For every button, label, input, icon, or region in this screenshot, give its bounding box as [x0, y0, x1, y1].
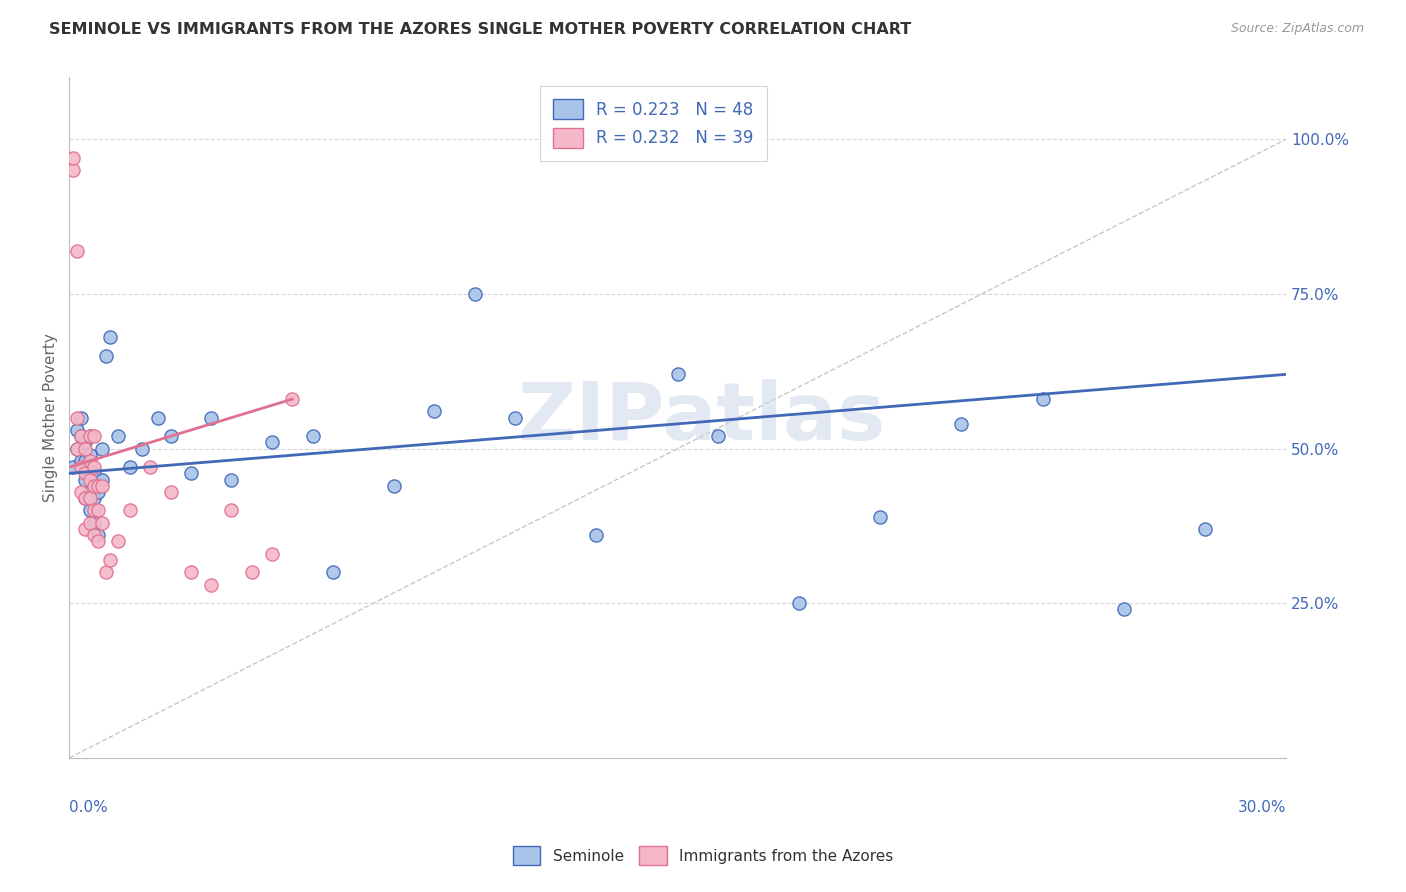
Point — [70, 484, 93, 499]
Point — [79, 429, 101, 443]
Point — [70, 454, 93, 468]
Text: SEMINOLE VS IMMIGRANTS FROM THE AZORES SINGLE MOTHER POVERTY CORRELATION CHART: SEMINOLE VS IMMIGRANTS FROM THE AZORES S… — [49, 22, 911, 37]
Point — [86, 503, 108, 517]
Point — [79, 516, 101, 530]
Point — [83, 516, 105, 530]
Point — [70, 429, 93, 443]
Point — [505, 410, 527, 425]
Point — [200, 577, 222, 591]
Point — [70, 410, 93, 425]
Point — [159, 429, 181, 443]
Point — [75, 467, 97, 481]
Point — [787, 596, 810, 610]
Point — [90, 479, 112, 493]
Point — [79, 454, 101, 468]
Point — [200, 410, 222, 425]
Point — [131, 442, 153, 456]
Point — [139, 460, 162, 475]
Point — [79, 473, 101, 487]
Text: ZIPatlas: ZIPatlas — [517, 379, 886, 457]
Legend: R = 0.223   N = 48, R = 0.232   N = 39: R = 0.223 N = 48, R = 0.232 N = 39 — [540, 86, 766, 161]
Point — [260, 547, 283, 561]
Point — [1112, 602, 1135, 616]
Point — [66, 442, 89, 456]
Point — [62, 151, 84, 165]
Point — [159, 484, 181, 499]
Point — [86, 534, 108, 549]
Point — [66, 244, 89, 258]
Point — [585, 528, 607, 542]
Point — [75, 442, 97, 456]
Point — [120, 503, 142, 517]
Text: Source: ZipAtlas.com: Source: ZipAtlas.com — [1230, 22, 1364, 36]
Point — [75, 435, 97, 450]
Text: 0.0%: 0.0% — [69, 799, 108, 814]
Point — [86, 484, 108, 499]
Point — [83, 479, 105, 493]
Point — [83, 429, 105, 443]
Point — [62, 163, 84, 178]
Point — [180, 566, 202, 580]
Point — [98, 553, 121, 567]
Point — [98, 330, 121, 344]
Point — [75, 522, 97, 536]
Point — [950, 417, 973, 431]
Point — [666, 368, 689, 382]
Point — [66, 410, 89, 425]
Point — [869, 509, 891, 524]
Point — [70, 460, 93, 475]
Point — [180, 467, 202, 481]
Point — [90, 516, 112, 530]
Point — [707, 429, 730, 443]
Point — [260, 435, 283, 450]
Point — [221, 473, 243, 487]
Point — [62, 460, 84, 475]
Point — [322, 566, 344, 580]
Point — [66, 423, 89, 437]
Point — [83, 528, 105, 542]
Point — [107, 429, 129, 443]
Point — [94, 349, 117, 363]
Point — [83, 491, 105, 505]
Point — [382, 479, 405, 493]
Y-axis label: Single Mother Poverty: Single Mother Poverty — [44, 334, 58, 502]
Point — [66, 442, 89, 456]
Point — [79, 484, 101, 499]
Point — [90, 442, 112, 456]
Point — [75, 491, 97, 505]
Point — [221, 503, 243, 517]
Point — [75, 454, 97, 468]
Point — [107, 534, 129, 549]
Legend: Seminole, Immigrants from the Azores: Seminole, Immigrants from the Azores — [506, 840, 900, 871]
Point — [79, 448, 101, 462]
Point — [423, 404, 446, 418]
Point — [83, 467, 105, 481]
Point — [83, 460, 105, 475]
Point — [75, 491, 97, 505]
Point — [301, 429, 323, 443]
Point — [86, 479, 108, 493]
Point — [86, 528, 108, 542]
Point — [240, 566, 263, 580]
Point — [90, 473, 112, 487]
Point — [281, 392, 304, 406]
Point — [94, 566, 117, 580]
Point — [79, 467, 101, 481]
Point — [79, 491, 101, 505]
Point — [148, 410, 170, 425]
Point — [79, 503, 101, 517]
Point — [1032, 392, 1054, 406]
Text: 30.0%: 30.0% — [1237, 799, 1286, 814]
Point — [70, 429, 93, 443]
Point — [120, 460, 142, 475]
Point — [464, 287, 486, 301]
Point — [1194, 522, 1216, 536]
Point — [83, 503, 105, 517]
Point — [79, 429, 101, 443]
Point — [75, 473, 97, 487]
